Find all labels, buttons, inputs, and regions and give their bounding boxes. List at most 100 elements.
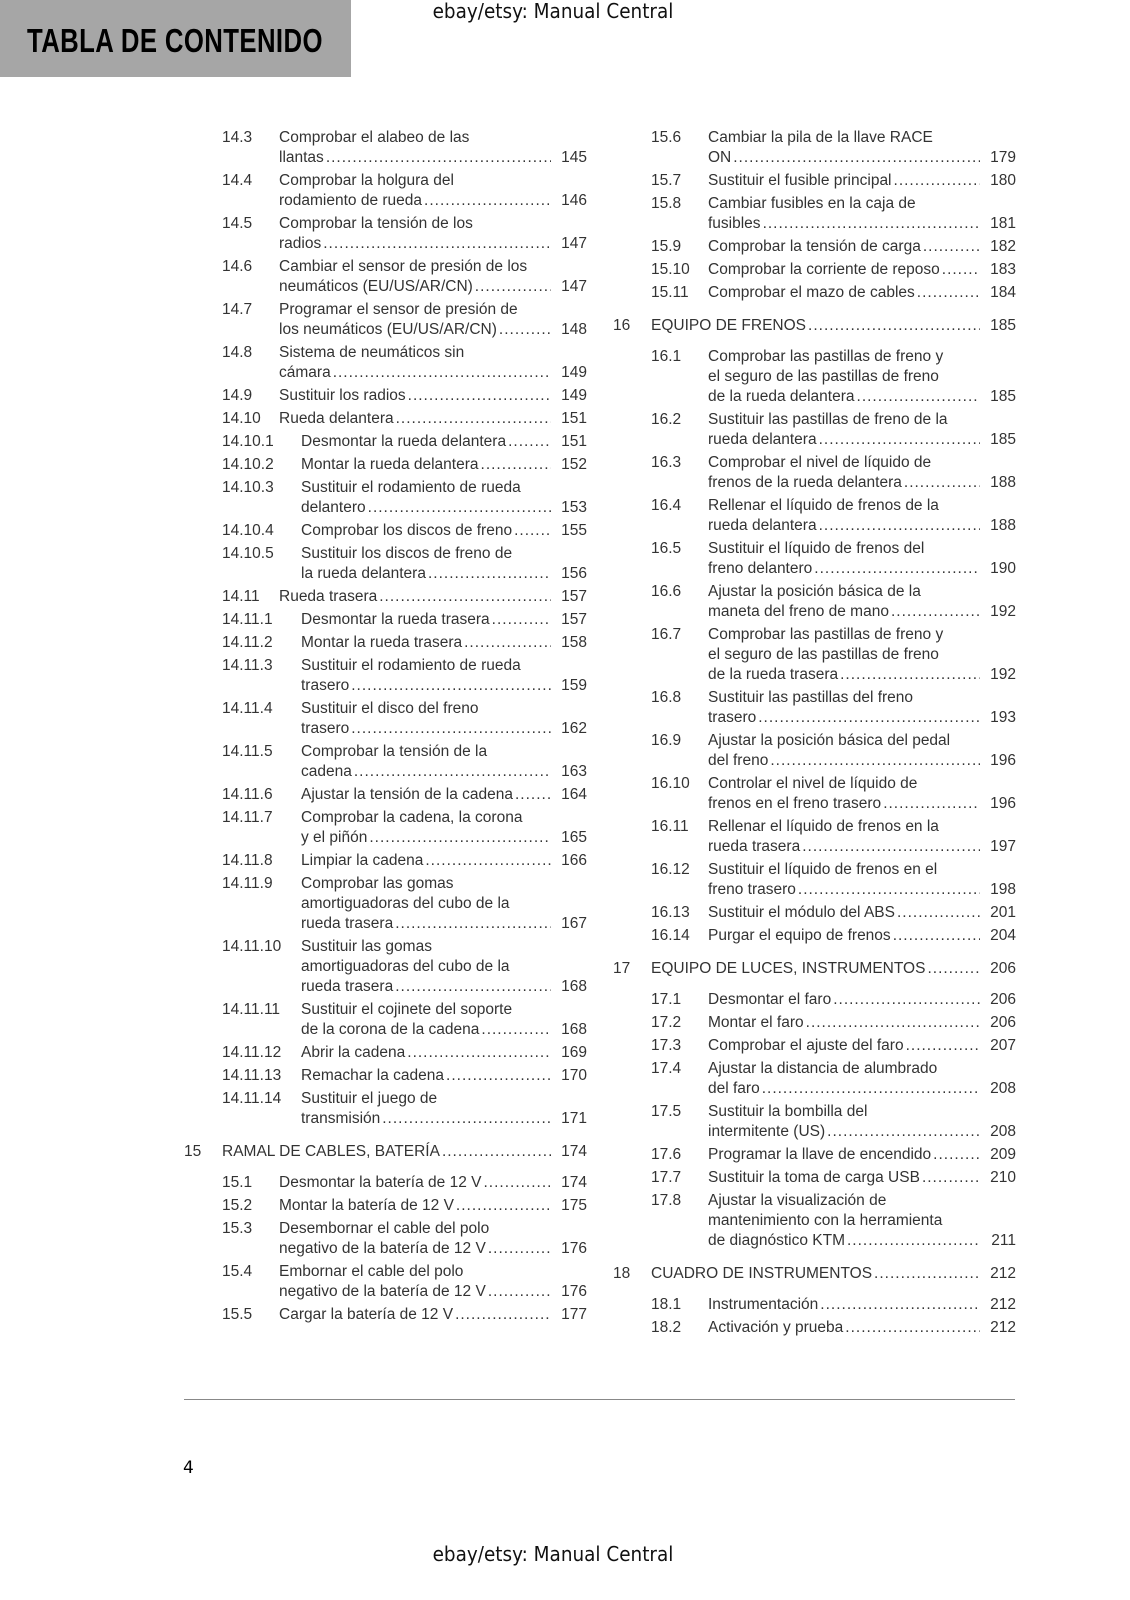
toc-entry[interactable]: 14.7 Programar el sensor de presión de los… (184, 300, 587, 340)
toc-page-number[interactable]: 208 (990, 1080, 1016, 1097)
toc-entry[interactable]: 17.1 Desmontar el faro 206 (613, 990, 1016, 1010)
toc-page-number[interactable]: 185 (990, 431, 1016, 448)
toc-entry[interactable]: 17.4 Ajustar la distancia de alumbrado del… (613, 1059, 1016, 1099)
toc-entry[interactable]: 15.2 Montar la batería de 12 V 175 (184, 1196, 587, 1216)
toc-entry[interactable]: 18.1 Instrumentación 212 (613, 1295, 1016, 1315)
toc-page-number[interactable]: 151 (561, 433, 587, 450)
toc-page-number[interactable]: 148 (561, 321, 587, 338)
toc-page-number[interactable]: 174 (561, 1143, 587, 1160)
toc-entry[interactable]: 14.11 Rueda trasera 157 (184, 587, 587, 607)
toc-page-number[interactable]: 211 (991, 1232, 1016, 1249)
toc-entry[interactable]: 14.10.2 Montar la rueda delantera 152 (184, 455, 587, 475)
toc-page-number[interactable]: 208 (990, 1123, 1016, 1140)
toc-page-number[interactable]: 159 (561, 677, 587, 694)
toc-entry[interactable]: 14.10.5 Sustituir los discos de freno de l… (184, 544, 587, 584)
toc-entry[interactable]: 17.5 Sustituir la bombilla del intermitent… (613, 1102, 1016, 1142)
toc-entry[interactable]: 14.4 Comprobar la holgura del rodamiento d… (184, 171, 587, 211)
toc-entry[interactable]: 18.2 Activación y prueba 212 (613, 1318, 1016, 1338)
toc-page-number[interactable]: 192 (990, 603, 1016, 620)
toc-page-number[interactable]: 196 (990, 752, 1016, 769)
toc-page-number[interactable]: 207 (990, 1037, 1016, 1054)
toc-entry[interactable]: 14.11.3 Sustituir el rodamiento de rueda t… (184, 656, 587, 696)
toc-page-number[interactable]: 192 (990, 666, 1016, 683)
toc-entry[interactable]: 16.7 Comprobar las pastillas de freno y el… (613, 625, 1016, 685)
toc-entry[interactable]: 15.1 Desmontar la batería de 12 V 174 (184, 1173, 587, 1193)
toc-entry[interactable]: 14.11.10 Sustituir las gomas amortiguadora… (184, 937, 587, 997)
toc-page-number[interactable]: 193 (990, 709, 1016, 726)
toc-page-number[interactable]: 168 (561, 1021, 587, 1038)
toc-page-number[interactable]: 149 (561, 387, 587, 404)
toc-page-number[interactable]: 176 (561, 1240, 587, 1257)
toc-entry[interactable]: 16.1 Comprobar las pastillas de freno y el… (613, 347, 1016, 407)
toc-entry[interactable]: 15.7 Sustituir el fusible principal 180 (613, 171, 1016, 191)
toc-page-number[interactable]: 170 (561, 1067, 587, 1084)
toc-entry[interactable]: 15.9 Comprobar la tensión de carga 182 (613, 237, 1016, 257)
toc-page-number[interactable]: 181 (990, 215, 1016, 232)
toc-entry[interactable]: 17.8 Ajustar la visualización de mantenimi… (613, 1191, 1016, 1251)
toc-entry[interactable]: 16.3 Comprobar el nivel de líquido de fren… (613, 453, 1016, 493)
toc-page-number[interactable]: 190 (990, 560, 1016, 577)
toc-entry[interactable]: 14.11.4 Sustituir el disco del freno trase… (184, 699, 587, 739)
toc-entry[interactable]: 14.8 Sistema de neumáticos sin cámara 149 (184, 343, 587, 383)
toc-chapter[interactable]: 16 EQUIPO DE FRENOS 185 (613, 316, 1016, 336)
toc-entry[interactable]: 17.6 Programar la llave de encendido 209 (613, 1145, 1016, 1165)
toc-page-number[interactable]: 166 (561, 852, 587, 869)
toc-page-number[interactable]: 156 (561, 565, 587, 582)
toc-entry[interactable]: 16.11 Rellenar el líquido de frenos en la… (613, 817, 1016, 857)
toc-page-number[interactable]: 184 (990, 284, 1016, 301)
toc-entry[interactable]: 16.9 Ajustar la posición básica del pedal… (613, 731, 1016, 771)
toc-entry[interactable]: 14.11.6 Ajustar la tensión de la cadena 16… (184, 785, 587, 805)
toc-page-number[interactable]: 212 (990, 1296, 1016, 1313)
toc-page-number[interactable]: 146 (561, 192, 587, 209)
toc-page-number[interactable]: 153 (561, 499, 587, 516)
toc-page-number[interactable]: 152 (561, 456, 587, 473)
toc-entry[interactable]: 14.10.1 Desmontar la rueda delantera 151 (184, 432, 587, 452)
toc-entry[interactable]: 14.11.8 Limpiar la cadena 166 (184, 851, 587, 871)
toc-entry[interactable]: 15.11 Comprobar el mazo de cables 184 (613, 283, 1016, 303)
toc-entry[interactable]: 14.3 Comprobar el alabeo de las llantas 145 (184, 128, 587, 168)
toc-entry[interactable]: 17.3 Comprobar el ajuste del faro 207 (613, 1036, 1016, 1056)
toc-page-number[interactable]: 185 (990, 388, 1016, 405)
toc-entry[interactable]: 16.13 Sustituir el módulo del ABS 201 (613, 903, 1016, 923)
toc-page-number[interactable]: 201 (990, 904, 1016, 921)
toc-page-number[interactable]: 188 (990, 517, 1016, 534)
toc-entry[interactable]: 14.11.12 Abrir la cadena 169 (184, 1043, 587, 1063)
toc-entry[interactable]: 16.10 Controlar el nivel de líquido de fre… (613, 774, 1016, 814)
toc-page-number[interactable]: 145 (561, 149, 587, 166)
toc-entry[interactable]: 14.11.11 Sustituir el cojinete del soport… (184, 1000, 587, 1040)
toc-page-number[interactable]: 165 (561, 829, 587, 846)
toc-entry[interactable]: 16.12 Sustituir el líquido de frenos en e… (613, 860, 1016, 900)
toc-page-number[interactable]: 212 (990, 1319, 1016, 1336)
toc-page-number[interactable]: 206 (990, 960, 1016, 977)
toc-entry[interactable]: 14.11.13 Remachar la cadena 170 (184, 1066, 587, 1086)
toc-page-number[interactable]: 198 (990, 881, 1016, 898)
toc-entry[interactable]: 14.11.5 Comprobar la tensión de la cadena 1… (184, 742, 587, 782)
toc-page-number[interactable]: 155 (561, 522, 587, 539)
toc-page-number[interactable]: 180 (990, 172, 1016, 189)
toc-page-number[interactable]: 162 (561, 720, 587, 737)
toc-entry[interactable]: 14.5 Comprobar la tensión de los radios 147 (184, 214, 587, 254)
toc-page-number[interactable]: 163 (561, 763, 587, 780)
toc-entry[interactable]: 17.2 Montar el faro 206 (613, 1013, 1016, 1033)
toc-entry[interactable]: 17.7 Sustituir la toma de carga USB 210 (613, 1168, 1016, 1188)
toc-page-number[interactable]: 209 (990, 1146, 1016, 1163)
toc-page-number[interactable]: 151 (561, 410, 587, 427)
toc-entry[interactable]: 14.10 Rueda delantera 151 (184, 409, 587, 429)
toc-page-number[interactable]: 212 (990, 1265, 1016, 1282)
toc-page-number[interactable]: 147 (561, 278, 587, 295)
toc-entry[interactable]: 16.5 Sustituir el líquido de frenos del fr… (613, 539, 1016, 579)
toc-entry[interactable]: 14.10.4 Comprobar los discos de freno 155 (184, 521, 587, 541)
toc-entry[interactable]: 15.5 Cargar la batería de 12 V 177 (184, 1305, 587, 1325)
toc-entry[interactable]: 15.6 Cambiar la pila de la llave RACE ON 17… (613, 128, 1016, 168)
toc-page-number[interactable]: 206 (990, 1014, 1016, 1031)
toc-page-number[interactable]: 147 (561, 235, 587, 252)
toc-entry[interactable]: 14.11.14 Sustituir el juego de transmisión… (184, 1089, 587, 1129)
toc-page-number[interactable]: 179 (990, 149, 1016, 166)
toc-entry[interactable]: 15.8 Cambiar fusibles en la caja de fusibl… (613, 194, 1016, 234)
toc-page-number[interactable]: 174 (561, 1174, 587, 1191)
toc-entry[interactable]: 16.2 Sustituir las pastillas de freno de … (613, 410, 1016, 450)
toc-page-number[interactable]: 197 (990, 838, 1016, 855)
toc-entry[interactable]: 14.11.1 Desmontar la rueda trasera 157 (184, 610, 587, 630)
toc-page-number[interactable]: 177 (561, 1306, 587, 1323)
toc-entry[interactable]: 15.3 Desembornar el cable del polo negativ… (184, 1219, 587, 1259)
